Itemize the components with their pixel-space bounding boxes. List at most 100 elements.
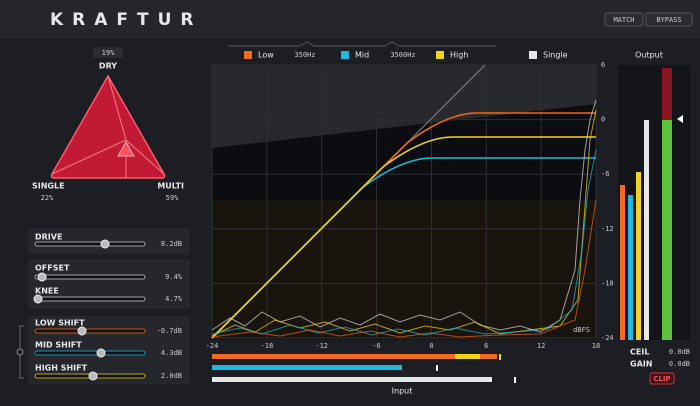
low-trace xyxy=(211,199,597,338)
high-trace xyxy=(211,109,597,337)
slider-knob[interactable] xyxy=(88,371,98,381)
input-peak-marker xyxy=(514,377,516,383)
crossover-label[interactable]: 3500Hz xyxy=(390,51,415,59)
control-label: MID SHIFT xyxy=(35,341,82,350)
slider-knob[interactable] xyxy=(100,239,110,249)
logo: KRAFTUR xyxy=(50,10,203,30)
bypass-button[interactable] xyxy=(645,12,693,27)
input-meter-low-peak xyxy=(455,354,480,359)
control-value[interactable]: 2.0dB xyxy=(161,372,182,380)
input-meter-high xyxy=(212,377,492,382)
legend: Low Mid High Single 350Hz 3500Hz xyxy=(228,41,568,60)
legend-label[interactable]: High xyxy=(450,51,468,60)
transfer-curve xyxy=(211,136,596,339)
drive-panel xyxy=(28,228,190,254)
control-value[interactable]: -0.7dB xyxy=(157,327,182,335)
gain-value[interactable]: 0.0dB xyxy=(669,360,690,368)
slider-track[interactable] xyxy=(34,274,146,280)
slider-track[interactable] xyxy=(34,328,146,334)
bypass-label[interactable]: BYPASS xyxy=(656,16,681,24)
x-tick-label: -6 xyxy=(372,342,380,350)
input-peak-marker xyxy=(499,354,501,360)
output-meter-over xyxy=(662,68,672,120)
legend-label[interactable]: Low xyxy=(258,51,274,60)
input-label: Input xyxy=(392,387,413,396)
transfer-curve xyxy=(211,112,596,339)
control-label: DRIVE xyxy=(35,233,62,242)
dry-label: DRY xyxy=(99,62,117,71)
blend-handle[interactable] xyxy=(117,140,135,157)
x-tick-label: -24 xyxy=(206,342,219,350)
input-meter-low xyxy=(212,354,497,359)
gain-label: GAIN xyxy=(630,360,652,369)
y-tick-label: -6 xyxy=(601,170,609,178)
y-tick-label: -24 xyxy=(601,334,614,342)
control-value[interactable]: 8.2dB xyxy=(161,240,182,248)
legend-label[interactable]: Single xyxy=(543,51,568,60)
y-tick-label: 6 xyxy=(601,61,605,69)
curves xyxy=(211,112,596,339)
legend-swatch[interactable] xyxy=(244,51,252,59)
slider-knob[interactable] xyxy=(37,272,47,282)
ceil-label: CEIL xyxy=(630,348,649,357)
activity-glow xyxy=(212,200,596,340)
x-tick-label: -18 xyxy=(261,342,274,350)
multi-value: 59% xyxy=(166,194,179,202)
y-tick-label: -18 xyxy=(601,279,614,287)
x-tick-label: 0 xyxy=(429,342,433,350)
input-meter-mid xyxy=(212,365,402,370)
output-title: Output xyxy=(635,51,663,60)
legend-frame xyxy=(228,41,496,47)
slider-track[interactable] xyxy=(34,241,146,247)
controls: DRIVE 8.2dB OFFSET 9.4% KNEE 4.7% LOW SHIFT -0.… xyxy=(33,233,183,381)
mid-trace xyxy=(211,149,597,336)
single-label: SINGLE xyxy=(32,182,65,191)
x-tick-label: -12 xyxy=(315,342,328,350)
header-bar xyxy=(0,0,700,38)
x-tick-label: 6 xyxy=(484,342,488,350)
x-tick-label: 18 xyxy=(592,342,600,350)
input-peak-marker xyxy=(436,365,438,371)
control-label: LOW SHIFT xyxy=(35,319,85,328)
clip-label[interactable]: CLIP xyxy=(653,375,670,383)
ceil-value[interactable]: 0.0dB xyxy=(669,348,690,356)
ceiling-shade xyxy=(212,65,596,148)
y-tick-label: 0 xyxy=(601,116,605,124)
control-label: KNEE xyxy=(35,287,59,296)
slider-knob[interactable] xyxy=(33,294,43,304)
offset-panel xyxy=(28,259,190,309)
legend-swatch[interactable] xyxy=(529,51,537,59)
slider-track[interactable] xyxy=(34,350,146,356)
control-label: HIGH SHIFT xyxy=(35,364,88,373)
y-tick-label: -12 xyxy=(601,225,614,233)
x-tick-label: 12 xyxy=(537,342,545,350)
unit-label: dBFS xyxy=(573,326,590,334)
match-button[interactable] xyxy=(604,12,644,27)
ceiling-handle[interactable] xyxy=(677,115,683,123)
output-band-meter xyxy=(628,195,633,340)
single-value: 22% xyxy=(41,194,54,202)
control-label: OFFSET xyxy=(35,264,70,273)
match-label[interactable]: MATCH xyxy=(613,16,634,24)
legend-label[interactable]: Mid xyxy=(355,51,369,60)
output-meter-level xyxy=(662,120,672,340)
dry-value: 19% xyxy=(102,49,115,57)
slider-track[interactable] xyxy=(34,296,146,302)
output-band-meter xyxy=(636,172,641,340)
legend-swatch[interactable] xyxy=(341,51,349,59)
control-value[interactable]: 4.7% xyxy=(165,295,183,303)
blend-triangle[interactable] xyxy=(50,74,166,179)
clip-button[interactable] xyxy=(649,372,675,385)
multi-label: MULTI xyxy=(157,182,184,191)
slider-knob[interactable] xyxy=(77,326,87,336)
crossover-label[interactable]: 350Hz xyxy=(294,51,315,59)
control-value[interactable]: 4.3dB xyxy=(161,349,182,357)
slider-knob[interactable] xyxy=(96,348,106,358)
legend-swatch[interactable] xyxy=(436,51,444,59)
output-band-meter xyxy=(620,185,625,340)
control-value[interactable]: 9.4% xyxy=(165,273,183,281)
link-icon[interactable] xyxy=(16,348,24,356)
output-band-meter xyxy=(644,120,649,340)
